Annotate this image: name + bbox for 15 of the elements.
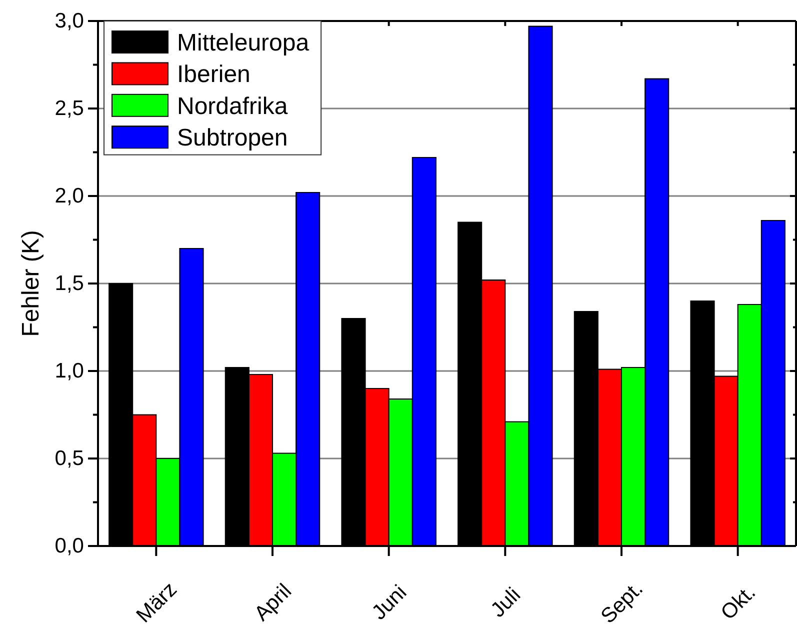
legend-label: Subtropen bbox=[177, 124, 288, 152]
y-tick-label: 3,0 bbox=[54, 10, 84, 33]
y-tick-label: 0,0 bbox=[54, 534, 84, 558]
y-tick-label: 1,5 bbox=[54, 272, 84, 296]
x-tick-label: Juli bbox=[486, 583, 526, 622]
legend-label: Iberien bbox=[177, 61, 250, 88]
y-axis-title: Fehler (K) bbox=[17, 230, 44, 337]
y-tick-label: 1,0 bbox=[54, 360, 84, 383]
x-tick-label: Okt. bbox=[716, 580, 760, 624]
x-tick-label: Juni bbox=[368, 580, 412, 624]
y-tick-label: 2,0 bbox=[54, 184, 84, 208]
legend-label: Mitteleuropa bbox=[177, 29, 310, 56]
y-tick-label: 0,5 bbox=[54, 447, 84, 470]
legend-label: Nordafrika bbox=[177, 92, 288, 120]
y-tick-label: 2,5 bbox=[54, 97, 84, 120]
